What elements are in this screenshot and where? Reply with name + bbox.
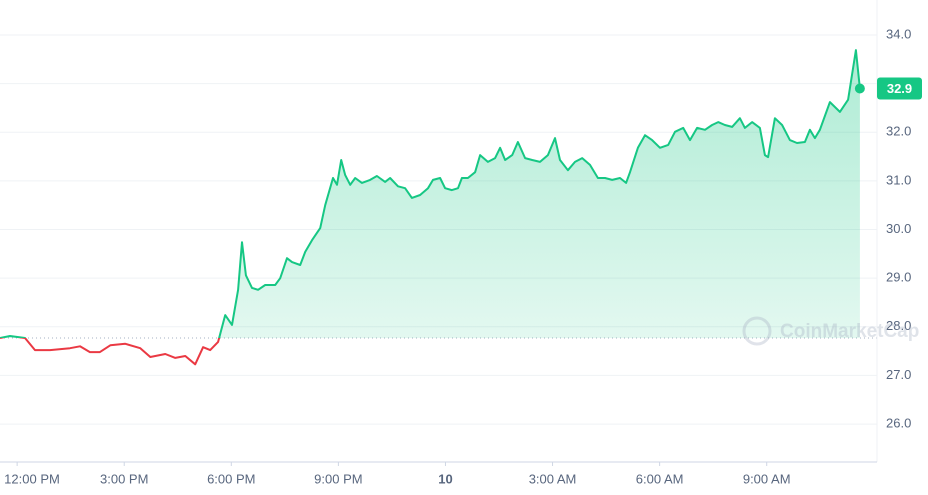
y-tick-label: 31.0: [886, 172, 911, 187]
y-tick-label: 26.0: [886, 416, 911, 431]
price-line-up: [0, 49, 861, 338]
x-tick-label: 10: [438, 471, 452, 486]
y-tick-label: 30.0: [886, 221, 911, 236]
watermark-logo: [742, 316, 772, 346]
price-badge-label: 32.9: [887, 81, 912, 96]
price-badge: [877, 77, 922, 100]
y-tick-label: 28.0: [886, 318, 911, 333]
x-tick-label: 6:00 PM: [207, 471, 255, 486]
plot: [0, 49, 877, 366]
watermark-text: CoinMarketCap: [780, 321, 919, 342]
axes: 26.027.028.029.030.031.032.033.034.012:0…: [0, 0, 922, 486]
x-tick-label: 3:00 AM: [529, 471, 577, 486]
y-tick-label: 34.0: [886, 26, 911, 41]
x-tick-label: 9:00 PM: [314, 471, 362, 486]
last-point: [854, 83, 865, 94]
price-area: [0, 50, 860, 338]
x-tick-label: 12:00 PM: [4, 471, 60, 486]
x-tick-label: 9:00 AM: [743, 471, 791, 486]
y-tick-label: 29.0: [886, 270, 911, 285]
watermark: CoinMarketCap: [742, 316, 919, 346]
x-tick-label: 6:00 AM: [636, 471, 684, 486]
x-tick-label: 3:00 PM: [100, 471, 148, 486]
y-tick-label: 32.0: [886, 124, 911, 139]
y-tick-label: 27.0: [886, 367, 911, 382]
